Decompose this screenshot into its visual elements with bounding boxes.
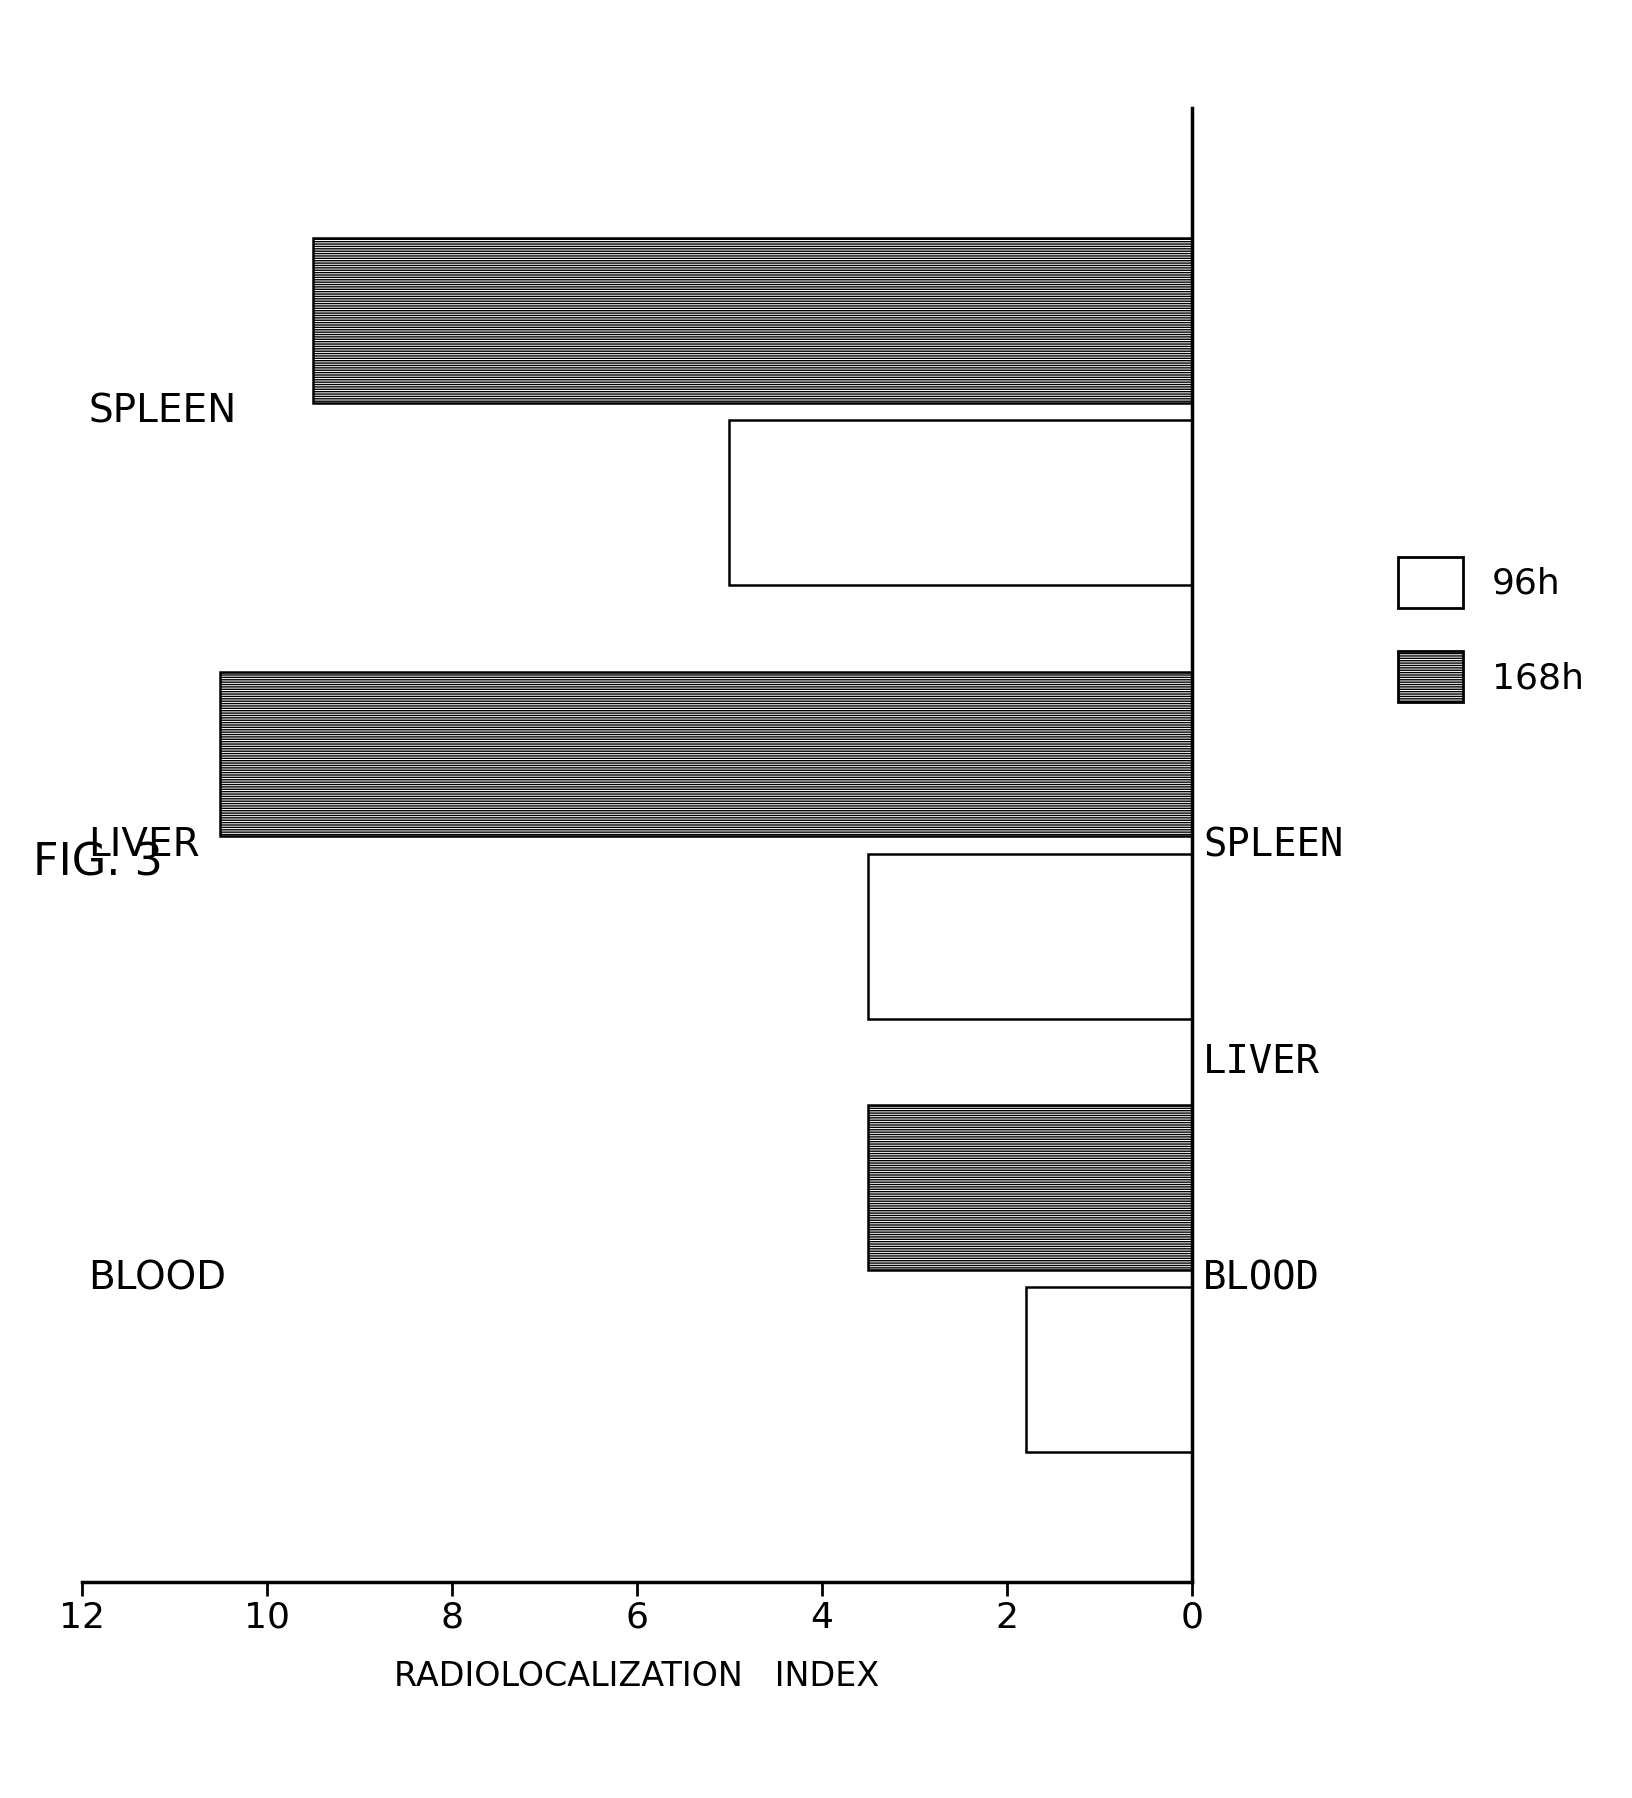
Bar <box>1025 1287 1191 1453</box>
Text: LIVER: LIVER <box>88 825 201 865</box>
Bar <box>730 421 1191 584</box>
Text: SPLEEN: SPLEEN <box>88 392 237 430</box>
Text: BLOOD: BLOOD <box>1203 1260 1319 1298</box>
Text: SPLEEN: SPLEEN <box>1203 825 1343 865</box>
Text: LIVER: LIVER <box>1203 1043 1319 1081</box>
X-axis label: RADIOLOCALIZATION   INDEX: RADIOLOCALIZATION INDEX <box>393 1660 880 1694</box>
Bar <box>220 672 1191 836</box>
Bar <box>868 1106 1191 1269</box>
Legend: 96h, 168h: 96h, 168h <box>1382 541 1598 717</box>
Text: BLOOD: BLOOD <box>88 1260 227 1298</box>
Bar <box>868 854 1191 1018</box>
Bar <box>313 237 1191 403</box>
Text: FIG. 3: FIG. 3 <box>33 841 163 885</box>
